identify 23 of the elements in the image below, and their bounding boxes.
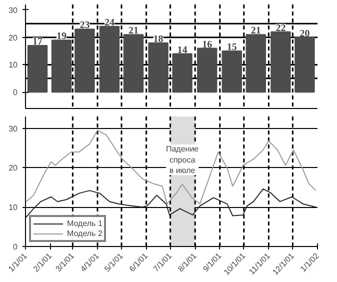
data-label: 19 — [56, 31, 66, 42]
data-label: 21 — [250, 26, 261, 37]
annotation: Падение спроса в июле — [166, 144, 200, 176]
y-tick-label: 20 — [8, 33, 18, 42]
data-label: 20 — [300, 28, 310, 40]
y-tick-label: 20 — [8, 164, 18, 173]
legend-label: Модель 1 — [67, 219, 102, 228]
data-label: 15 — [226, 42, 237, 54]
data-label: 22 — [276, 22, 286, 34]
data-label: 14 — [177, 44, 188, 56]
data-label: 21 — [128, 26, 138, 37]
y-tick-label: 0 — [13, 242, 18, 252]
data-label: 18 — [153, 34, 164, 45]
y-tick-label: 30 — [8, 6, 18, 15]
data-label: 16 — [202, 39, 212, 50]
legend-label: Модель 2 — [67, 229, 102, 238]
y-tick-label: 10 — [8, 60, 18, 70]
y-tick-label: 10 — [8, 203, 18, 212]
y-tick-label: 0 — [13, 88, 18, 98]
data-label: 17 — [32, 36, 42, 48]
data-label: 23 — [80, 20, 90, 32]
y-tick-label: 30 — [8, 124, 18, 134]
data-label: 24 — [104, 17, 114, 28]
